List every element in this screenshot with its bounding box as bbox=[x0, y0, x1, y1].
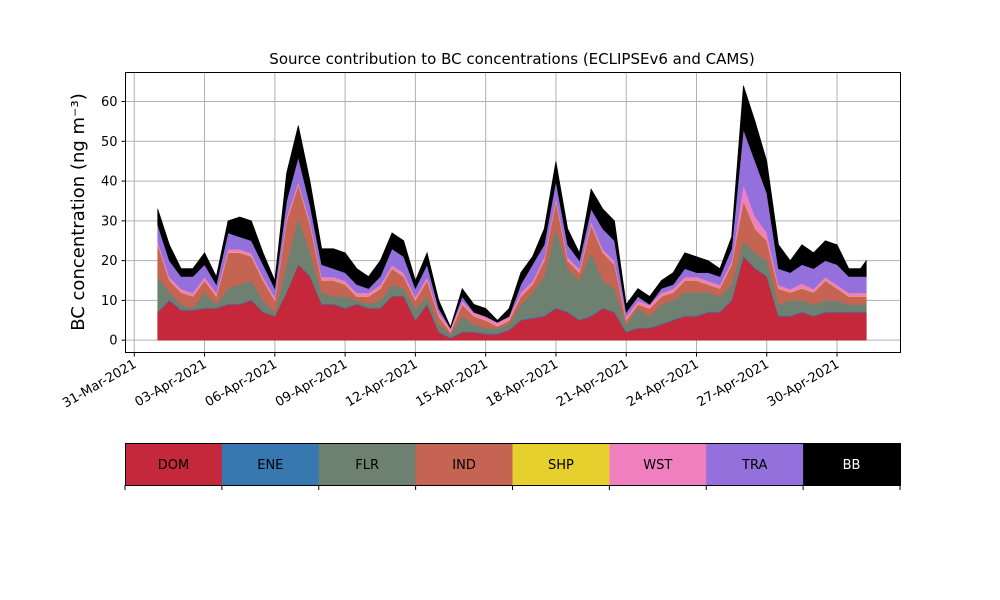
series-areas bbox=[157, 85, 867, 341]
legend-frame bbox=[125, 443, 901, 486]
axes-frame bbox=[125, 72, 901, 353]
y-tick-label: 20 bbox=[101, 254, 118, 269]
legend-label: WST bbox=[643, 458, 672, 473]
x-tick-label: 24-Apr-2021 bbox=[624, 357, 701, 410]
legend-swatch-tra bbox=[706, 443, 804, 485]
x-tick-label: 21-Apr-2021 bbox=[554, 357, 631, 410]
legend-swatch-dom bbox=[125, 443, 223, 485]
area-bb bbox=[157, 85, 867, 329]
legend-label: FLR bbox=[355, 458, 379, 473]
legend-label: DOM bbox=[158, 458, 189, 473]
x-tick-label: 06-Apr-2021 bbox=[203, 357, 280, 410]
y-tick-label: 30 bbox=[101, 214, 118, 229]
legend-label: ENE bbox=[257, 458, 283, 473]
x-tick-label: 30-Apr-2021 bbox=[765, 357, 842, 410]
x-tick-label: 09-Apr-2021 bbox=[273, 357, 350, 410]
legend-label: SHP bbox=[548, 458, 574, 473]
y-tick-label: 50 bbox=[101, 135, 118, 150]
y-tick-label: 10 bbox=[101, 294, 118, 309]
x-tick-label: 15-Apr-2021 bbox=[414, 357, 491, 410]
y-tick-label: 40 bbox=[101, 175, 118, 190]
chart-title: Source contribution to BC concentrations… bbox=[269, 50, 754, 68]
legend-swatch-flr bbox=[318, 443, 417, 485]
y-tick-label: 60 bbox=[101, 95, 118, 110]
legend-colorbar: DOM ENE FLR IND SHP WST TRA BB bbox=[124, 443, 901, 490]
x-tick-label: 12-Apr-2021 bbox=[343, 357, 420, 410]
y-axis-label: BC concentration (ng m⁻³) bbox=[68, 93, 89, 331]
x-tick-label: 31-Mar-2021 bbox=[60, 357, 139, 411]
y-tick-label: 0 bbox=[109, 334, 117, 349]
legend-swatch-bb bbox=[803, 443, 901, 485]
legend-label: TRA bbox=[741, 458, 767, 473]
legend-label: BB bbox=[843, 458, 861, 473]
x-tick-label: 27-Apr-2021 bbox=[695, 357, 772, 410]
legend-swatch-ind bbox=[415, 443, 513, 485]
legend-label: IND bbox=[452, 458, 476, 473]
x-tick-label: 03-Apr-2021 bbox=[132, 357, 209, 410]
x-tick-label: 18-Apr-2021 bbox=[484, 357, 561, 410]
x-axis: 31-Mar-202103-Apr-202106-Apr-202109-Apr-… bbox=[60, 352, 842, 411]
legend-swatch-shp bbox=[512, 443, 610, 485]
y-axis: 0 10 20 30 40 50 60 bbox=[101, 95, 126, 349]
legend-swatch-wst bbox=[609, 443, 707, 485]
legend-swatch-ene bbox=[221, 443, 320, 485]
